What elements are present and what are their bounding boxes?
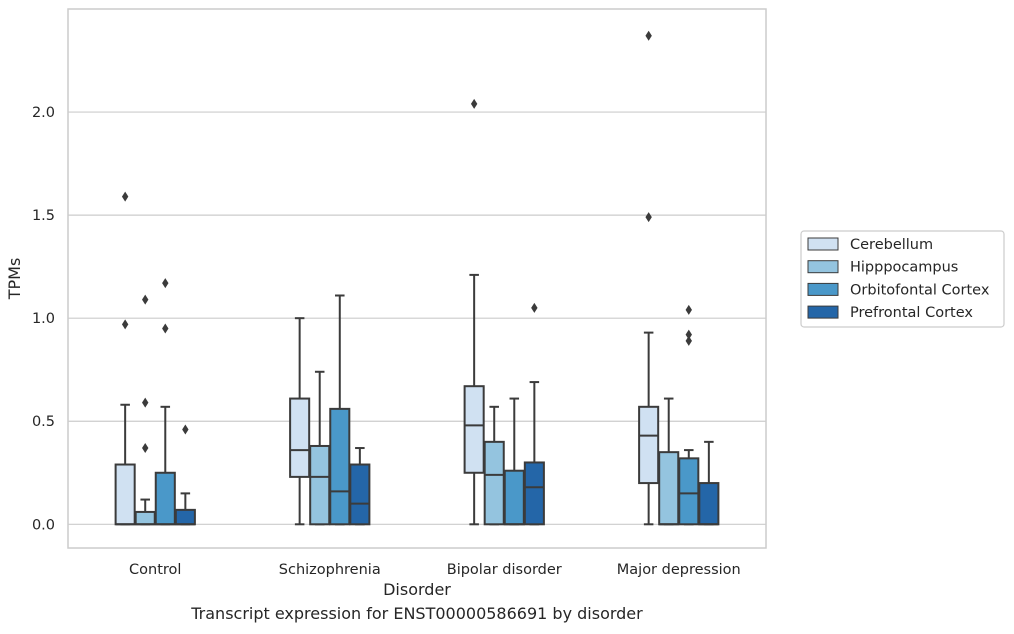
series-cerebellum — [114, 30, 660, 526]
x-axis-ticks: Control Schizophrenia Bipolar disorder Majo… — [129, 562, 741, 578]
outlier-point — [121, 319, 129, 330]
box — [174, 424, 196, 526]
plot-area — [67, 8, 767, 549]
box — [463, 98, 485, 526]
box — [503, 397, 525, 526]
box-body — [698, 482, 720, 526]
series-hipppocampus — [134, 294, 680, 526]
outlier-point — [531, 302, 538, 313]
outlier-point — [162, 278, 169, 289]
outlier-point — [182, 424, 189, 435]
y-tick-label: 0.5 — [32, 414, 55, 430]
y-tick-label: 1.5 — [32, 208, 55, 224]
y-axis-ticks: 0.0 0.5 1.0 1.5 2.0 — [32, 105, 55, 533]
box — [134, 294, 156, 526]
outlier-point — [142, 443, 149, 454]
figure-caption: Transcript expression for ENST0000058669… — [191, 604, 643, 623]
outlier-point — [470, 98, 478, 109]
outlier-point — [685, 335, 692, 346]
box — [523, 302, 545, 526]
outlier-point — [685, 329, 692, 340]
box — [154, 278, 176, 526]
y-axis-label: TPMs — [5, 258, 24, 301]
legend-label: Hipppocampus — [850, 260, 958, 276]
x-axis-label: Disorder — [383, 580, 451, 599]
x-tick-label: Schizophrenia — [279, 562, 381, 578]
box-body — [463, 385, 485, 474]
x-tick-label: Major depression — [617, 562, 741, 578]
box-body — [503, 469, 525, 526]
y-tick-label: 1.0 — [32, 311, 55, 327]
y-tick-label: 0.0 — [32, 517, 55, 533]
outlier-point — [645, 212, 652, 223]
box — [483, 405, 505, 526]
box-body — [289, 397, 311, 478]
legend-swatch — [807, 282, 839, 296]
box-body — [349, 463, 371, 526]
outlier-point — [121, 191, 129, 202]
legend: Cerebellum Hipppocampus Orbitofontal Corte… — [800, 230, 1005, 328]
legend-swatch — [807, 305, 839, 319]
outlier-point — [162, 323, 169, 334]
box-body — [154, 471, 176, 526]
box — [658, 397, 680, 526]
box — [329, 294, 351, 526]
box-body — [678, 457, 700, 526]
box — [678, 304, 700, 526]
box-body — [658, 451, 680, 526]
outlier-point — [142, 294, 149, 305]
outlier-point — [685, 304, 692, 315]
box — [309, 370, 331, 526]
box-body — [638, 405, 660, 485]
box-body — [174, 508, 196, 526]
legend-label: Cerebellum — [850, 237, 933, 253]
box-series-group — [114, 30, 720, 526]
x-tick-label: Bipolar disorder — [447, 562, 562, 578]
box-body — [134, 510, 156, 526]
box-body — [523, 461, 545, 526]
box — [349, 447, 371, 526]
box — [638, 30, 660, 526]
legend-label: Prefrontal Cortex — [850, 305, 973, 321]
box — [289, 317, 311, 526]
legend-swatch — [807, 237, 839, 251]
x-tick-label: Control — [129, 562, 181, 578]
box-body — [483, 440, 505, 526]
box — [698, 440, 720, 526]
series-prefrontal-cortex — [174, 302, 720, 526]
box-body — [309, 444, 331, 526]
legend-swatch — [807, 260, 839, 274]
box-body — [114, 463, 136, 526]
legend-frame — [800, 230, 1005, 328]
box-body — [329, 407, 351, 526]
y-tick-label: 2.0 — [32, 105, 55, 121]
box — [114, 191, 136, 526]
outlier-point — [142, 397, 149, 408]
series-orbitofontal-cortex — [154, 278, 700, 526]
outlier-point — [645, 30, 652, 41]
legend-label: Orbitofontal Cortex — [850, 282, 990, 298]
